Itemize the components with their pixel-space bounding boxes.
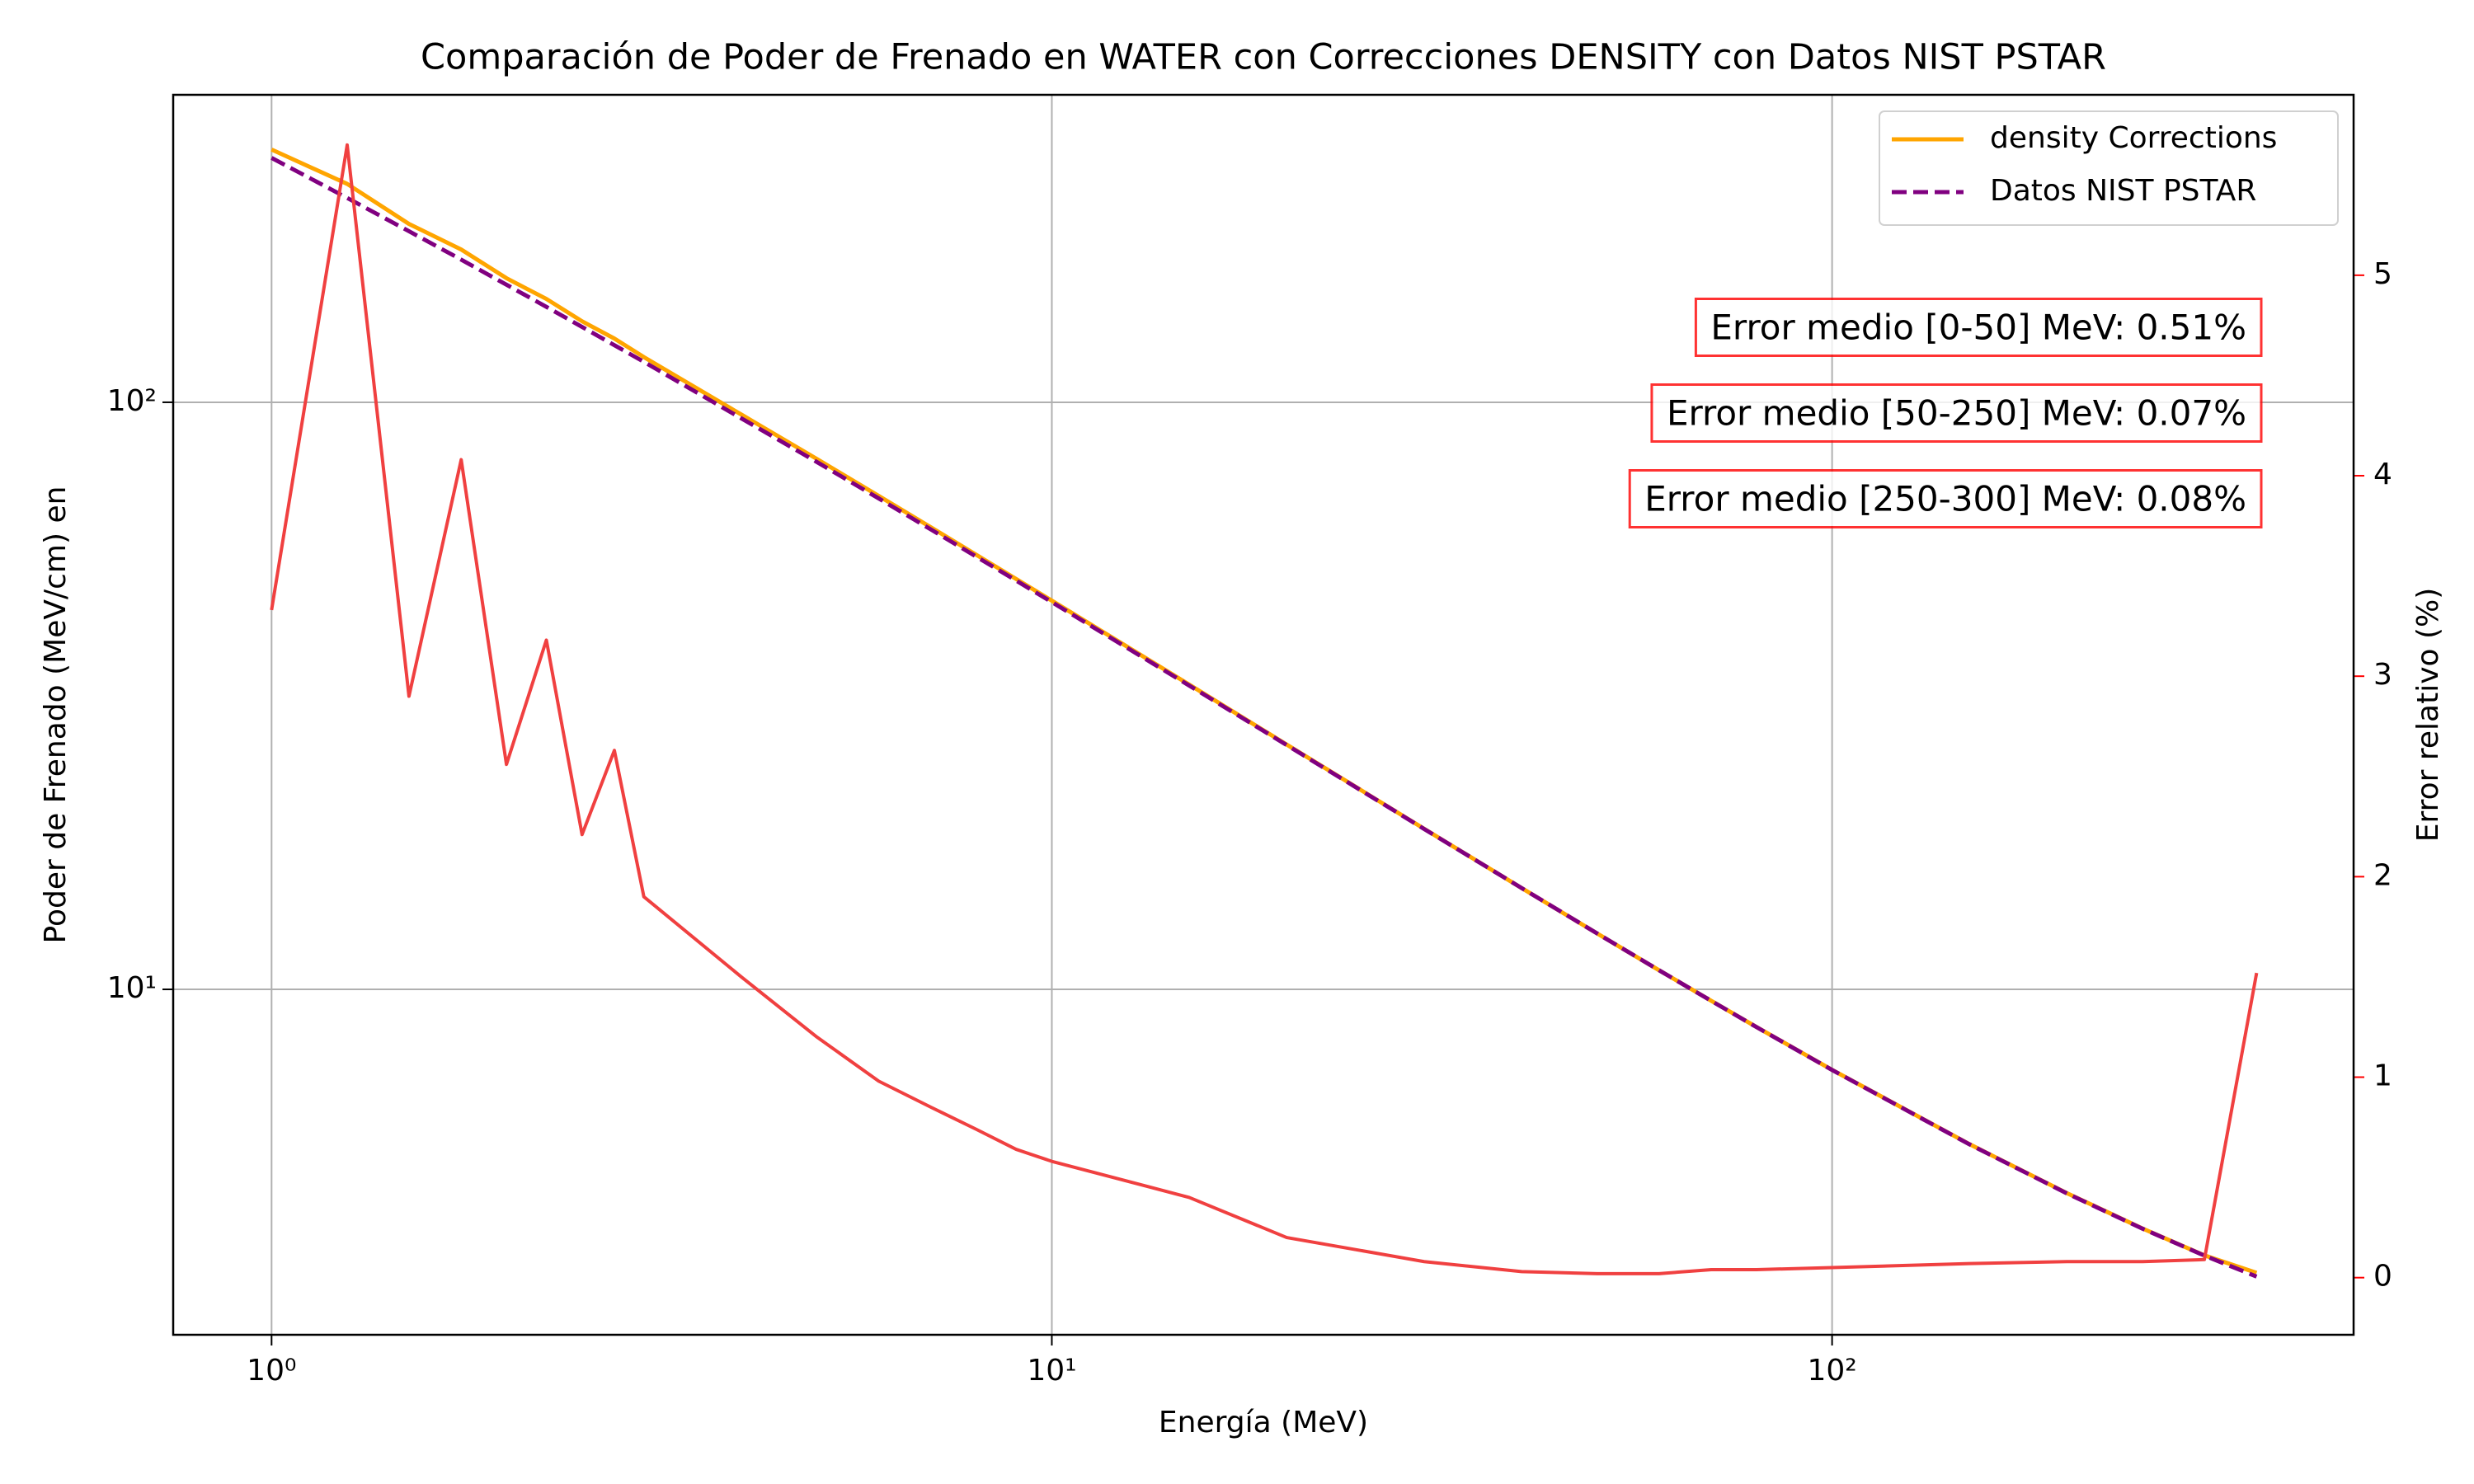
annotation-box — [1694, 298, 2263, 357]
annotation: Error medio [0-50] MeV: 0.51% — [1710, 308, 2246, 348]
y2-tick-label: 3 — [2373, 658, 2392, 692]
x-tick-label: 10¹ — [1027, 1354, 1076, 1388]
error-line — [270, 143, 2259, 1275]
x-tick-label: 10² — [1807, 1354, 1856, 1388]
y2-tick-label: 1 — [2373, 1059, 2392, 1093]
x-tick-label: 10⁰ — [247, 1354, 296, 1388]
y2-tick-label: 0 — [2373, 1260, 2392, 1294]
y-tick-label: 10¹ — [107, 971, 157, 1005]
plot-frame — [172, 93, 2355, 1336]
annotation-box — [1650, 383, 2263, 443]
annotation-box — [1628, 469, 2263, 528]
legend-box — [1879, 110, 2339, 226]
y-axis-label: Poder de Frenado (MeV/cm) en — [39, 486, 73, 944]
chart-title: Comparación de Poder de Frenado en WATER… — [421, 37, 2106, 78]
series-line — [270, 156, 2258, 1279]
y2-tick-label: 2 — [2373, 858, 2392, 892]
y2-tick-label: 4 — [2373, 458, 2392, 491]
legend-label: density Corrections — [1990, 121, 2277, 155]
legend-label: Datos NIST PSTAR — [1990, 174, 2256, 208]
x-axis-label: Energía (MeV) — [1159, 1406, 1368, 1439]
y2-axis-label: Error relativo (%) — [2411, 588, 2445, 843]
annotation: Error medio [250-300] MeV: 0.08% — [1644, 479, 2246, 519]
y-tick-label: 10² — [107, 384, 157, 418]
y2-tick-label: 5 — [2373, 257, 2392, 291]
annotation: Error medio [50-250] MeV: 0.07% — [1667, 393, 2246, 434]
